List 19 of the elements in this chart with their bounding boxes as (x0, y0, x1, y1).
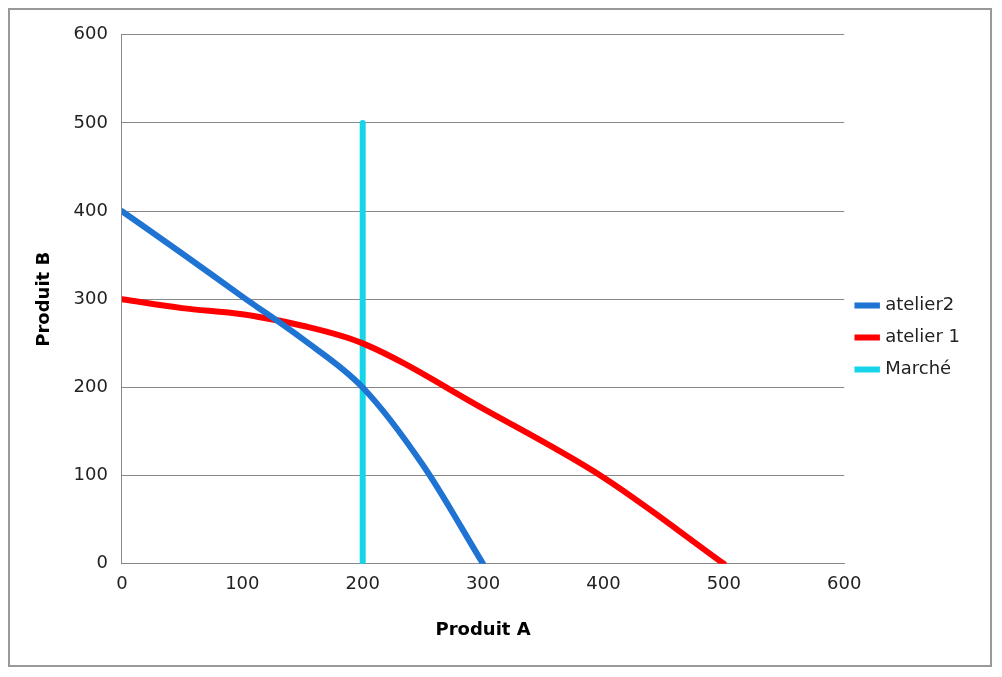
x-tick-label: 600 (827, 572, 862, 594)
y-tick-label: 0 (96, 551, 108, 573)
legend-label: Marché (885, 357, 952, 379)
y-tick-label: 400 (73, 198, 108, 220)
y-tick-label: 500 (73, 110, 108, 132)
y-tick-label: 200 (73, 375, 108, 397)
x-tick-label: 200 (345, 572, 380, 594)
x-tick-label: 0 (116, 572, 128, 594)
x-tick-label: 500 (706, 572, 741, 594)
legend-label: atelier 1 (885, 325, 960, 347)
y-tick-label: 600 (73, 22, 108, 44)
x-tick-label: 100 (225, 572, 260, 594)
x-axis-title: Produit A (435, 617, 531, 639)
legend-label: atelier2 (885, 293, 955, 315)
y-tick-label: 100 (73, 463, 108, 485)
y-axis-title: Produit B (32, 251, 54, 347)
x-tick-label: 300 (465, 572, 501, 594)
y-tick-label: 300 (73, 286, 108, 308)
x-tick-label: 400 (586, 572, 621, 594)
